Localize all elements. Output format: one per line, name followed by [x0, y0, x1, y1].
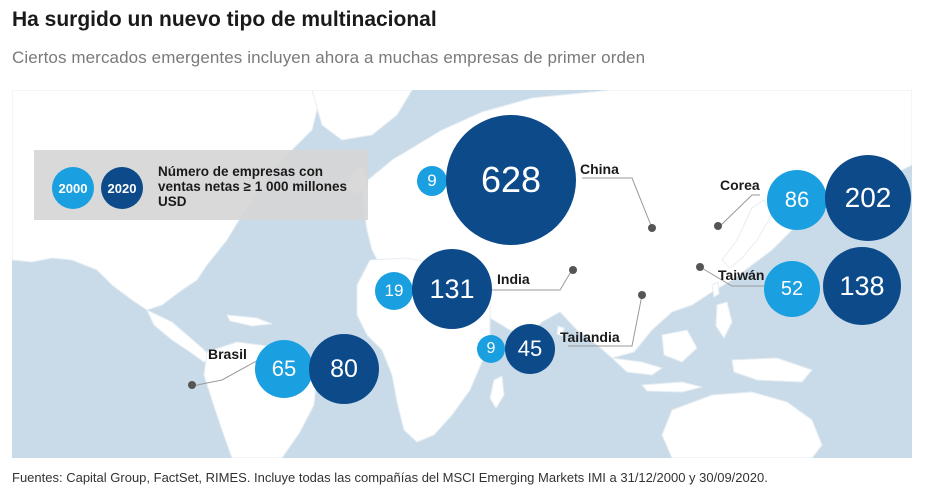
landmass-new-guinea [731, 357, 813, 383]
label-china: China [580, 161, 619, 177]
marker-corea [714, 222, 722, 230]
marker-taiwan [696, 263, 704, 271]
legend-bubble-2020: 2020 [101, 167, 143, 209]
world-map: 2000 2020 Número de empresas con ventas … [12, 90, 912, 458]
marker-tailandia [638, 291, 646, 299]
bubble-corea-2000: 86 [767, 170, 827, 230]
label-taiwan: Taiwán [718, 267, 765, 283]
label-brasil: Brasil [208, 346, 247, 362]
bubble-taiwan-2020: 138 [823, 247, 901, 325]
leader-line-india [474, 269, 573, 291]
landmass-sri-lanka [556, 325, 565, 337]
bubble-india-2000: 19 [375, 272, 413, 310]
source-footnote: Fuentes: Capital Group, FactSet, RIMES. … [12, 470, 768, 485]
landmass-greenland [311, 90, 413, 141]
bubble-brasil-2000: 65 [255, 340, 313, 398]
label-tailandia: Tailandia [560, 329, 620, 345]
chart-title: Ha surgido un nuevo tipo de multinaciona… [12, 8, 437, 31]
leader-line-corea [719, 194, 760, 227]
leader-line-taiwan [699, 266, 768, 287]
landmass-borneo [661, 329, 698, 363]
leader-lines [188, 177, 768, 389]
legend-description: Número de empresas con ventas netas ≥ 1 … [158, 164, 347, 209]
chart-subtitle: Ciertos mercados emergentes incluyen aho… [12, 48, 646, 67]
landmass-japan [721, 199, 773, 269]
bubble-taiwan-2000: 52 [764, 261, 820, 317]
bubble-brasil-2020: 80 [309, 334, 379, 404]
label-india: India [497, 271, 530, 287]
leader-line-china [582, 177, 653, 229]
bubble-tailandia-2020: 45 [505, 324, 555, 374]
landmass-australia [661, 391, 823, 458]
marker-china [648, 224, 656, 232]
legend-bubble-2000: 2000 [52, 167, 94, 209]
bubble-india-2020: 131 [412, 249, 492, 329]
label-corea: Corea [720, 177, 760, 193]
landmass-philippines [715, 301, 733, 339]
landmass-caribbean [226, 314, 273, 327]
landmass-madagascar [489, 375, 505, 409]
leader-line-brasil [191, 357, 263, 387]
bubble-china-2000: 9 [417, 166, 447, 196]
bubble-tailandia-2000: 9 [477, 335, 505, 363]
leader-line-tailandia [568, 294, 643, 347]
marker-india [569, 266, 577, 274]
landmass-indonesia [610, 357, 664, 376]
bubble-corea-2020: 202 [825, 155, 911, 241]
landmass-java [640, 381, 703, 393]
bubble-china-2020: 628 [446, 115, 576, 245]
marker-brasil [188, 381, 196, 389]
landmass-taiwan [711, 281, 720, 298]
